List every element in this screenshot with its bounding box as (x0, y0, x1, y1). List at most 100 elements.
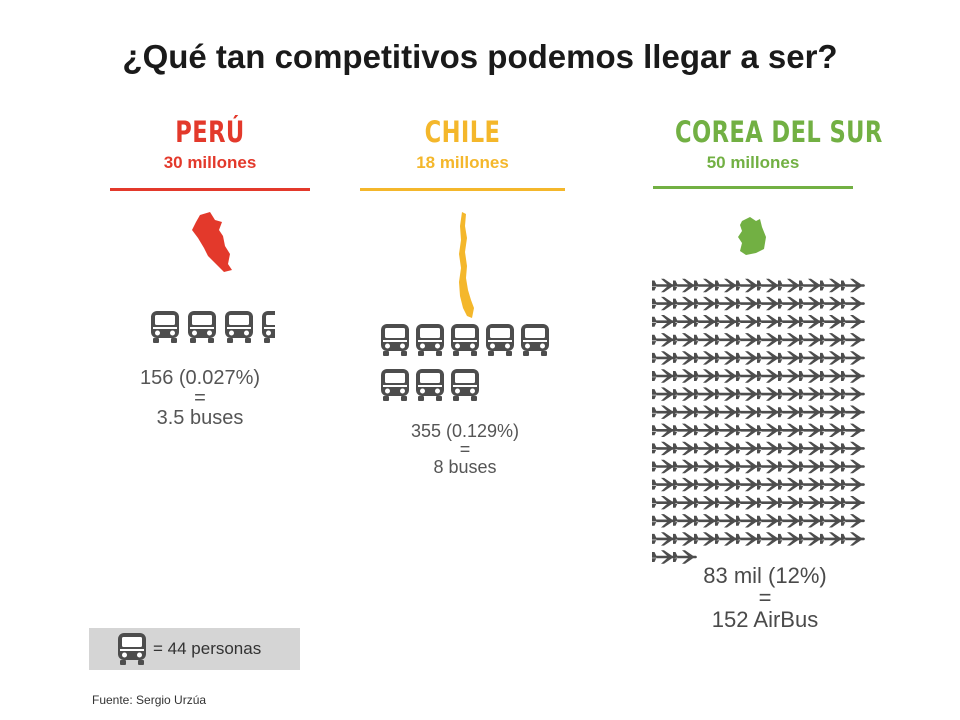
airplane-icon (736, 351, 760, 365)
airplane-icon (673, 405, 697, 419)
airplane-icon (799, 387, 823, 401)
airplane-icon (715, 514, 739, 528)
airplane-icon (757, 333, 781, 347)
airplane-icon (673, 333, 697, 347)
airplane-icon (694, 514, 718, 528)
airplane-icon (778, 405, 802, 419)
airplane-icon (736, 532, 760, 546)
airplane-icon (736, 369, 760, 383)
airplane-icon (799, 278, 823, 293)
airplane-icon (652, 333, 676, 347)
airplane-icon (799, 532, 823, 546)
airplane-icon (820, 405, 844, 419)
legend-box: = 44 personas (89, 628, 300, 670)
country-header-chile: CHILE 18 millones (360, 115, 565, 173)
airplane-icon (736, 441, 760, 456)
airplane-icon (799, 423, 823, 437)
source-caption: Fuente: Sergio Urzúa (92, 693, 207, 707)
country-name: CHILE (424, 115, 501, 149)
airplane-icon (694, 405, 718, 419)
airplane-icon (799, 315, 823, 329)
airplane-icon (757, 296, 781, 311)
airplane-icon (652, 315, 676, 329)
airplane-icon (694, 532, 718, 546)
airplane-icon (736, 387, 760, 401)
airplane-icon (736, 514, 760, 528)
airplane-icon (673, 496, 697, 510)
airplane-icon (820, 278, 844, 293)
stat-peru: 156 (0.027%) = 3.5 buses (130, 368, 270, 428)
airplane-icon (757, 351, 781, 365)
airplane-icon (694, 496, 718, 510)
airplane-icon (694, 278, 718, 293)
airplane-icon (694, 369, 718, 383)
airplane-icon (841, 477, 865, 492)
airplane-icon (673, 459, 697, 474)
stat-value: 156 (0.027%) (139, 367, 261, 389)
airplane-icon (820, 333, 844, 347)
divider-peru (110, 188, 310, 191)
bus-icon (188, 311, 216, 343)
airplane-icon (673, 477, 697, 492)
country-name: COREA DEL SUR (675, 115, 883, 149)
airplane-icon (841, 459, 865, 474)
airplane-icon (694, 333, 718, 347)
airplane-icon (799, 333, 823, 347)
stat-airbus: 152 AirBus (711, 607, 819, 632)
airplane-icon (820, 477, 844, 492)
airplane-icon (736, 405, 760, 419)
airplane-icon (778, 387, 802, 401)
stat-equals: = (758, 585, 772, 610)
airplane-icon (820, 315, 844, 329)
country-header-korea: COREA DEL SUR 50 millones (653, 115, 883, 173)
airplane-icon (736, 496, 760, 510)
bus-icon (451, 324, 479, 356)
airplane-icon (820, 496, 844, 510)
bus-icon (416, 324, 444, 356)
peru-map-icon (192, 212, 232, 272)
stat-value: 355 (0.129%) (410, 421, 520, 441)
airplane-icon (841, 496, 865, 510)
bus-icon (521, 324, 549, 356)
airplane-icon (715, 369, 739, 383)
airplane-icon (694, 423, 718, 437)
airplane-icon (673, 423, 697, 437)
airplane-icon (652, 278, 676, 293)
airplane-icon (841, 532, 865, 546)
airplane-icon (841, 387, 865, 401)
airplane-icon (652, 514, 676, 528)
airplane-icon (736, 333, 760, 347)
bus-icon (118, 633, 146, 665)
airplane-icon (757, 514, 781, 528)
airplane-icon (841, 333, 865, 347)
airplane-icon (778, 423, 802, 437)
airplane-icon (736, 423, 760, 437)
airplane-icon (652, 296, 676, 311)
stat-buses: 3.5 buses (156, 407, 244, 429)
airplane-icon (694, 459, 718, 474)
chile-map-icon (459, 212, 474, 318)
stat-korea: 83 mil (12%) = 152 AirBus (685, 565, 845, 631)
airplane-icon (778, 351, 802, 365)
airplane-icon (694, 315, 718, 329)
airplane-icon (778, 496, 802, 510)
country-name: PERÚ (175, 115, 245, 149)
airplane-icon (757, 496, 781, 510)
legend-text: = 44 personas (153, 639, 262, 658)
airplane-icon (715, 387, 739, 401)
bus-icon (151, 311, 179, 343)
airplane-icon (778, 333, 802, 347)
airplane-icon (820, 296, 844, 311)
bus-icons-peru (151, 311, 275, 343)
airplane-icon (820, 514, 844, 528)
bus-icon (381, 369, 409, 401)
airplane-icon (715, 405, 739, 419)
airplane-icon (778, 477, 802, 492)
airplane-icon (841, 405, 865, 419)
airplane-icon (820, 351, 844, 365)
stat-equals: = (459, 439, 471, 459)
airplane-icon (799, 405, 823, 419)
airplane-icon (799, 477, 823, 492)
slide-title: ¿Qué tan competitivos podemos llegar a s… (122, 38, 838, 75)
airplane-icon (841, 423, 865, 437)
